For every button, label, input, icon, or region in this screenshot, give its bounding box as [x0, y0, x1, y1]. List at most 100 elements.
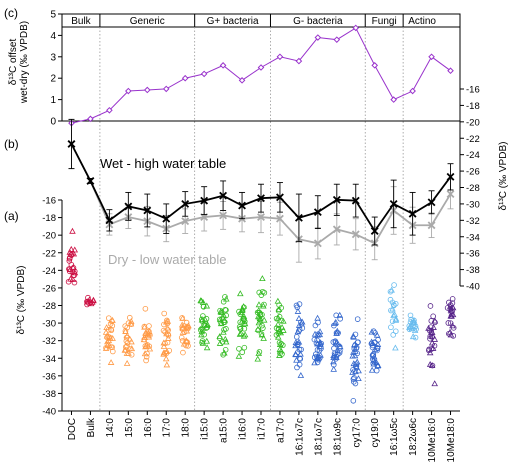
scatter-point-circle	[430, 313, 436, 320]
scatter-point-circle	[241, 325, 248, 332]
panel-b-y-tick-label: -20	[466, 117, 480, 128]
panel-b-y-tick-label: -36	[466, 249, 480, 260]
scatter-point-triangle	[311, 330, 319, 337]
scatter-point-triangle	[425, 324, 432, 331]
scatter-point-triangle	[107, 359, 115, 365]
scatter-point-triangle	[164, 324, 171, 331]
panel-b-y-tick-label: -26	[466, 167, 480, 178]
scatter-point-triangle	[429, 344, 437, 351]
scatter-point-triangle	[449, 311, 457, 318]
panel-b-y-tick-label: -30	[466, 199, 480, 210]
offset-marker	[276, 53, 284, 61]
scatter-point-triangle	[294, 328, 302, 335]
scatter-point-triangle	[388, 286, 395, 293]
scatter-point-circle	[446, 299, 452, 306]
offset-marker	[125, 87, 132, 95]
scatter-point-triangle	[428, 328, 436, 335]
scatter-point-triangle	[428, 362, 436, 368]
scatter-point-triangle	[411, 327, 419, 333]
series-marker	[124, 202, 133, 211]
scatter-point-circle	[122, 323, 129, 329]
offset-marker	[257, 64, 265, 71]
scatter-point-triangle	[142, 343, 149, 350]
scatter-point-triangle	[370, 357, 377, 363]
offset-marker	[428, 53, 435, 61]
scatter-point-triangle	[355, 375, 362, 382]
scatter-point-triangle	[316, 328, 324, 335]
x-tick-label: 10Me18:0	[446, 418, 457, 463]
scatter-point-triangle	[295, 338, 303, 345]
scatter-point-triangle	[276, 341, 284, 347]
scatter-point-circle	[392, 300, 399, 307]
scatter-point-triangle	[69, 264, 77, 271]
panel-b-y-tick-label: -16	[466, 85, 480, 96]
panel-a-y-tick-label: -36	[42, 371, 56, 382]
offset-marker	[333, 36, 341, 43]
scatter-point-triangle	[164, 334, 172, 341]
series-marker	[276, 214, 284, 223]
scatter-point-circle	[350, 376, 357, 382]
scatter-point-triangle	[371, 345, 379, 352]
scatter-point-triangle	[313, 355, 321, 362]
group-header-label: G- bacteria	[293, 16, 343, 27]
offset-marker	[390, 96, 397, 103]
scatter-point-triangle	[199, 339, 207, 346]
scatter-point-triangle	[314, 314, 321, 321]
scatter-point-circle	[180, 349, 186, 356]
scatter-point-circle	[294, 364, 300, 371]
offset-marker	[200, 70, 208, 78]
series-marker	[257, 194, 265, 203]
scatter-point-triangle	[370, 353, 378, 360]
scatter-point-triangle	[222, 335, 229, 342]
panel-c-ylabel-2: wet-dry (‰ VPDB)	[19, 21, 30, 104]
scatter-point-circle	[331, 350, 338, 357]
panel-c-y-tick-label: 5	[50, 10, 56, 21]
scatter-point-triangle	[179, 324, 187, 331]
panel-c	[68, 24, 454, 127]
scatter-point-triangle	[408, 325, 416, 332]
series-marker	[389, 199, 398, 208]
scatter-point-circle	[280, 342, 286, 349]
scatter-point-circle	[223, 312, 229, 319]
scatter-point-triangle	[447, 306, 455, 313]
scatter-point-circle	[142, 305, 149, 312]
scatter-point-circle	[412, 334, 419, 341]
scatter-point-triangle	[280, 326, 287, 333]
scatter-point-triangle	[260, 302, 267, 309]
series-marker	[219, 191, 228, 200]
scatter-point-triangle	[126, 335, 134, 342]
scatter-point-circle	[445, 320, 452, 326]
scatter-point-triangle	[355, 367, 362, 374]
scatter-point-circle	[256, 349, 263, 355]
scatter-point-triangle	[203, 337, 211, 344]
offset-marker	[352, 24, 360, 32]
scatter-point-triangle	[240, 303, 247, 309]
scatter-point-triangle	[142, 329, 149, 336]
scatter-point-triangle	[298, 320, 305, 327]
scatter-point-triangle	[274, 314, 282, 321]
scatter-point-triangle	[311, 359, 318, 366]
scatter-point-circle	[126, 314, 133, 321]
scatter-point-triangle	[123, 359, 131, 366]
scatter-point-triangle	[410, 319, 418, 326]
scatter-point-triangle	[197, 297, 204, 304]
scatter-point-triangle	[254, 313, 262, 320]
scatter-point-circle	[352, 380, 359, 387]
series-marker	[408, 209, 417, 218]
scatter-point-circle	[258, 331, 265, 337]
scatter-point-circle	[450, 333, 457, 339]
x-tick-label: 17:0	[162, 418, 173, 438]
scatter-point-circle	[143, 357, 149, 364]
x-tick-label: i15:0	[200, 418, 211, 440]
scatter-point-circle	[105, 315, 112, 321]
series-marker	[276, 193, 284, 202]
scatter-point-triangle	[223, 295, 230, 302]
series-marker	[313, 239, 322, 248]
panel-c-y-tick-label: 1	[50, 95, 56, 106]
x-tick-label: Bulk	[86, 417, 97, 437]
scatter-point-triangle	[350, 341, 358, 348]
scatter-point-triangle	[102, 345, 110, 351]
scatter-point-triangle	[121, 346, 129, 353]
offset-marker	[181, 74, 189, 82]
